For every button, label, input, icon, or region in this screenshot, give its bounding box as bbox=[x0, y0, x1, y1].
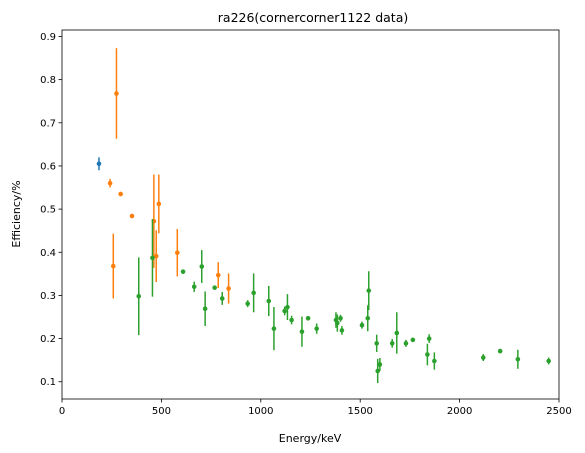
data-point bbox=[546, 358, 551, 364]
series-2 bbox=[136, 219, 551, 384]
data-point bbox=[377, 362, 383, 367]
x-tick-label: 2000 bbox=[447, 406, 472, 417]
data-point bbox=[202, 306, 208, 312]
data-point bbox=[215, 272, 221, 278]
data-point bbox=[389, 341, 395, 346]
data-point bbox=[425, 352, 430, 357]
y-tick-label: 0.9 bbox=[40, 32, 56, 43]
data-point bbox=[314, 326, 319, 331]
data-point bbox=[96, 161, 102, 167]
y-axis-label: Efficiency/% bbox=[10, 180, 23, 247]
data-point bbox=[129, 213, 135, 219]
data-point bbox=[199, 264, 205, 269]
data-point bbox=[515, 356, 521, 362]
series-1 bbox=[107, 48, 231, 304]
data-point bbox=[153, 253, 159, 259]
y-tick-label: 0.2 bbox=[40, 334, 56, 345]
plot-marks bbox=[96, 48, 551, 384]
data-point bbox=[226, 286, 231, 291]
x-tick-label: 0 bbox=[59, 406, 65, 417]
data-point bbox=[219, 296, 225, 301]
data-point bbox=[114, 91, 119, 96]
data-point bbox=[271, 326, 277, 331]
data-point bbox=[480, 355, 486, 360]
data-point bbox=[366, 288, 372, 293]
data-point bbox=[191, 284, 197, 290]
data-point bbox=[107, 180, 113, 186]
x-tick-label: 1500 bbox=[347, 406, 372, 417]
data-point bbox=[359, 322, 365, 328]
series-0 bbox=[96, 157, 102, 171]
y-tick-label: 0.3 bbox=[40, 291, 56, 302]
data-point bbox=[497, 348, 503, 354]
data-point bbox=[432, 358, 437, 364]
x-tick-label: 500 bbox=[152, 406, 171, 417]
data-point bbox=[285, 304, 290, 310]
data-point bbox=[403, 341, 409, 346]
y-tick-label: 0.5 bbox=[40, 205, 56, 216]
data-point bbox=[339, 328, 345, 333]
chart-title: ra226(cornercorner1122 data) bbox=[218, 10, 408, 25]
x-axis-label: Energy/keV bbox=[279, 432, 342, 445]
y-tick-label: 0.6 bbox=[40, 161, 56, 172]
data-point bbox=[305, 315, 311, 321]
y-tick-label: 0.8 bbox=[40, 75, 56, 86]
data-point bbox=[156, 201, 162, 207]
y-tick-label: 0.7 bbox=[40, 118, 56, 129]
data-point bbox=[212, 285, 217, 290]
data-point bbox=[375, 368, 380, 374]
data-point bbox=[282, 308, 287, 314]
data-point bbox=[251, 290, 256, 296]
y-tick-label: 0.4 bbox=[40, 248, 56, 259]
data-point bbox=[335, 320, 340, 326]
data-point bbox=[180, 269, 186, 274]
data-point bbox=[136, 293, 142, 299]
data-point bbox=[365, 315, 371, 321]
x-axis: 0 500 1000 1500 2000 2500 bbox=[59, 399, 572, 417]
data-point bbox=[118, 191, 123, 197]
data-point bbox=[150, 255, 155, 261]
y-axis: 0.1 0.2 0.3 0.4 0.5 0.6 0.7 0.8 0.9 bbox=[40, 32, 62, 388]
x-tick-label: 2500 bbox=[546, 406, 571, 417]
data-point bbox=[289, 317, 294, 323]
data-point bbox=[110, 263, 116, 269]
data-point bbox=[426, 336, 432, 341]
data-point bbox=[266, 298, 272, 304]
data-point bbox=[245, 301, 250, 306]
data-point bbox=[299, 329, 305, 334]
y-tick-label: 0.1 bbox=[40, 377, 56, 388]
data-point bbox=[338, 315, 343, 321]
data-point bbox=[410, 337, 416, 343]
data-point bbox=[374, 341, 380, 346]
plot-frame bbox=[61, 29, 560, 400]
x-tick-label: 1000 bbox=[248, 406, 273, 417]
data-point bbox=[175, 250, 180, 255]
data-point bbox=[394, 330, 400, 336]
